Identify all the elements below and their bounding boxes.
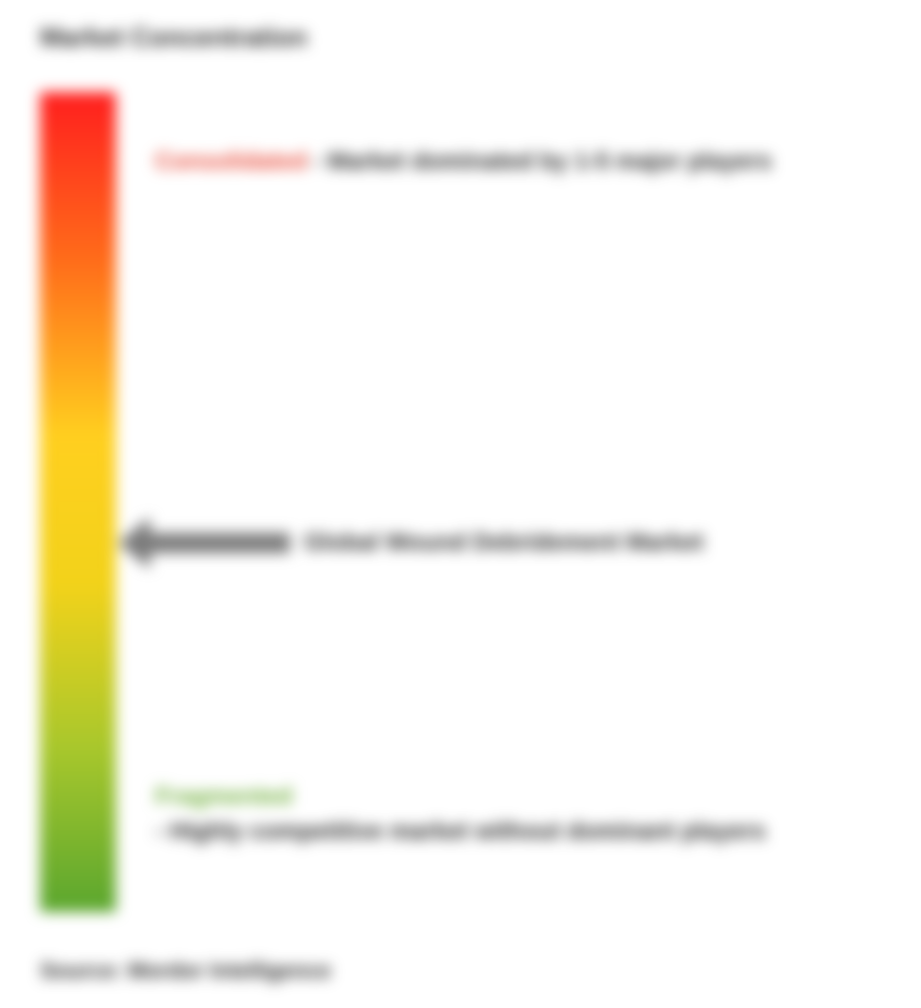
source-attribution: Source: Mordor Intelligence xyxy=(40,958,331,984)
left-arrow-icon xyxy=(118,513,290,573)
market-position-marker: Global Wound Debridement Market xyxy=(118,513,704,573)
concentration-gradient-bar xyxy=(40,92,116,912)
infographic-root: Market Concentration Consolidated - Mark… xyxy=(0,0,921,1008)
consolidated-keyword: Consolidated xyxy=(155,145,307,180)
fragmented-label-row: Fragmented - Highly competitive market w… xyxy=(155,780,881,850)
market-name-label: Global Wound Debridement Market xyxy=(304,529,704,557)
page-title: Market Concentration xyxy=(40,22,307,53)
fragmented-description: - Highly competitive market without domi… xyxy=(155,815,766,850)
blur-layer: Market Concentration Consolidated - Mark… xyxy=(0,0,921,1008)
fragmented-keyword: Fragmented xyxy=(155,780,292,815)
consolidated-description: - Market dominated by 1-5 major players xyxy=(313,145,772,180)
consolidated-label-row: Consolidated - Market dominated by 1-5 m… xyxy=(155,145,881,180)
